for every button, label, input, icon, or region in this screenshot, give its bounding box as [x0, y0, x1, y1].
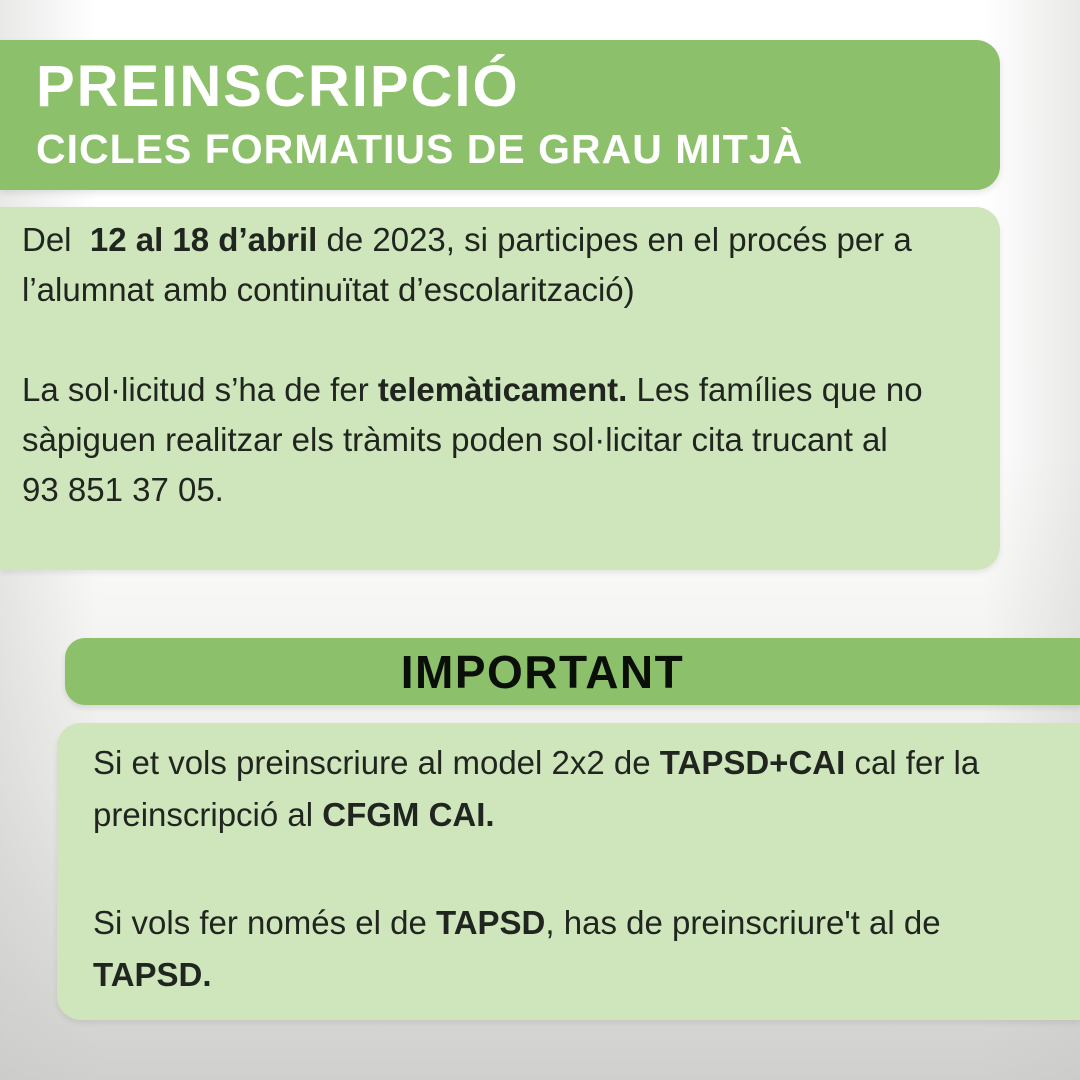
info-box: Del 12 al 18 d’abril de 2023, si partici… [0, 207, 1000, 570]
text-segment: Si et vols preinscriure al model 2x2 de [93, 744, 660, 781]
text-segment: cal fer la preinscripció al [93, 744, 989, 833]
notes-box: Si et vols preinscriure al model 2x2 de … [57, 723, 1080, 1020]
text-segment: Si vols fer només el de [93, 904, 436, 941]
paragraph-tapsd-cai: Si et vols preinscriure al model 2x2 de … [93, 737, 1038, 841]
telematic-bold: telemàticament. [377, 371, 628, 408]
cfgm-cai-bold: CFGM CAI. [322, 796, 495, 833]
paragraph-dates: Del 12 al 18 d’abril de 2023, si partici… [22, 215, 932, 315]
text-segment: Les famílies que no sàpiguen realitzar e… [22, 371, 932, 508]
important-banner: IMPORTANT [65, 638, 1080, 705]
text-segment: , has de preinscriure't al de [545, 904, 950, 941]
page-subtitle: CICLES FORMATIUS DE GRAU MITJÀ [36, 126, 804, 172]
tapsd-cai-bold: TAPSD+CAI [659, 744, 846, 781]
date-range-bold: 12 al 18 d’abril [89, 221, 318, 258]
header-band: PREINSCRIPCIÓ CICLES FORMATIUS DE GRAU M… [0, 40, 1000, 190]
text-segment: de 2023, si participes en el procés per … [22, 221, 921, 308]
tapsd-bold-2: TAPSD. [93, 956, 212, 993]
text-segment: Del [22, 221, 90, 258]
page-title: PREINSCRIPCIÓ [36, 54, 520, 119]
tapsd-bold: TAPSD [436, 904, 546, 941]
text-segment: La sol·licitud s’ha de fer [22, 371, 378, 408]
paragraph-telematic: La sol·licitud s’ha de fer telemàticamen… [22, 365, 932, 515]
paragraph-tapsd-only: Si vols fer només el de TAPSD, has de pr… [93, 897, 953, 1001]
important-label: IMPORTANT [400, 645, 685, 698]
